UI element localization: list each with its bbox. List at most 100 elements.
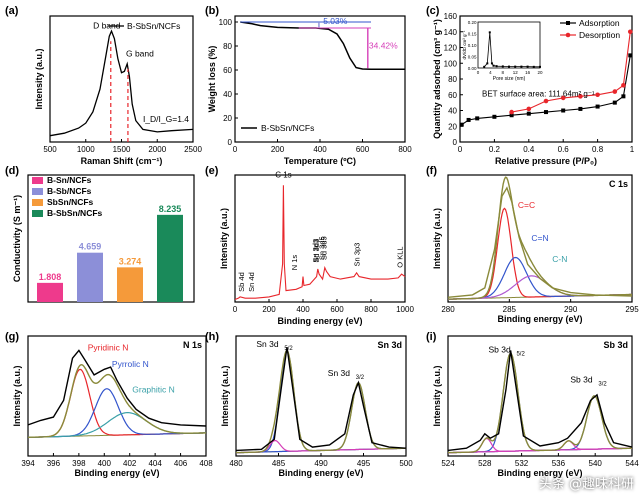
inset-y-label: dV/dD cm³ g⁻¹ xyxy=(462,30,467,59)
inset-x-tick-label: 12 xyxy=(513,70,519,75)
x-tick-label: 536 xyxy=(552,459,566,468)
bar-4 xyxy=(157,214,183,302)
peak-label: Sn 3p3 xyxy=(353,243,362,267)
y-axis-label: Intensity (a.u.) xyxy=(12,365,22,426)
y-tick-label: 60 xyxy=(448,91,457,100)
inset-point xyxy=(526,65,529,68)
inset-point xyxy=(514,65,517,68)
x-tick-label: 280 xyxy=(441,305,455,314)
y-tick-label: 160 xyxy=(444,12,458,21)
y-axis-label: Intensity (a.u.) xyxy=(219,208,229,269)
inset-y-tick-label: 0.10 xyxy=(468,43,477,48)
peak-label: Sn 4d xyxy=(247,272,256,292)
desorption-point xyxy=(543,98,549,104)
legend-marker xyxy=(565,32,571,38)
x-tick-label: 495 xyxy=(357,459,371,468)
fit-envelope xyxy=(235,349,406,454)
x-tick-label: 0 xyxy=(233,145,238,154)
component-label: Graphitic N xyxy=(132,385,175,395)
inset-point xyxy=(490,62,493,65)
adsorption-point xyxy=(466,117,471,122)
y-tick-label: 0 xyxy=(228,138,233,147)
desorption-point xyxy=(627,29,633,35)
component-label: C-N xyxy=(552,254,567,264)
x-tick-label: 2500 xyxy=(184,145,202,154)
inset-x-tick-label: 8 xyxy=(502,70,505,75)
bar-value-label: 1.808 xyxy=(39,272,62,282)
desorption-point xyxy=(595,92,600,98)
x-tick-label: 1500 xyxy=(113,145,131,154)
inset-point xyxy=(486,62,489,65)
legend-label: B-Sn/NCFs xyxy=(47,175,92,185)
inset-x-tick-label: 4 xyxy=(489,70,492,75)
legend-label: Adsorption xyxy=(579,18,620,28)
x-tick-label: 200 xyxy=(271,145,285,154)
y-axis-label: Intensity (a.u.) xyxy=(432,365,442,426)
x-axis-label: Raman Shift (cm⁻¹) xyxy=(81,156,163,166)
y-axis-label: Quantity adsorbed (cm³ g⁻¹) xyxy=(432,19,442,139)
inset-point xyxy=(508,65,510,68)
plot-frame xyxy=(447,174,633,303)
adsorption-point xyxy=(595,104,600,109)
panel-title: C 1s xyxy=(609,179,628,189)
survey-line xyxy=(234,185,406,301)
bar-1 xyxy=(37,282,63,302)
x-tick-label: 540 xyxy=(589,459,603,468)
plot-frame xyxy=(447,335,633,457)
d-band-label: D band xyxy=(93,21,121,31)
bar-value-label: 4.659 xyxy=(79,242,102,252)
panel-label: (i) xyxy=(426,331,437,343)
x-axis-label: Binding energy (eV) xyxy=(497,314,582,324)
component-2 xyxy=(28,388,206,438)
y-tick-label: 80 xyxy=(448,75,457,84)
component-label: Pyrrolic N xyxy=(112,359,149,369)
desorption-point xyxy=(526,106,532,112)
inset-y-tick-label: 0.00 xyxy=(468,66,477,71)
legend-label: B-SbSn/NCFs xyxy=(47,208,103,218)
bar-value-label: 8.235 xyxy=(159,204,182,214)
x-tick-label: 404 xyxy=(148,459,162,468)
legend-label: B-Sb/NCFs xyxy=(47,186,92,196)
x-tick-label: 408 xyxy=(199,459,213,468)
raw-line xyxy=(447,350,633,452)
panel-a: 500 1000 1500 2000 2500 D band G band I_D/I_G=1… xyxy=(5,5,202,166)
adsorption-point xyxy=(526,111,531,116)
desorption-point xyxy=(621,83,626,88)
x-axis-label: Relative pressure (P/P₀) xyxy=(495,156,597,166)
panel-title: Sn 3d xyxy=(377,340,402,350)
legend-label: Desorption xyxy=(579,30,620,40)
plot-frame xyxy=(234,174,406,303)
inset-y-tick-label: 0.05 xyxy=(468,55,477,60)
inset-point xyxy=(488,31,491,34)
component-2 xyxy=(235,382,406,454)
peak-label: N 1s xyxy=(290,255,299,271)
x-tick-label: 544 xyxy=(625,459,639,468)
peak-label: C 1s xyxy=(275,171,291,180)
inset-point xyxy=(483,65,486,68)
x-axis-label: Binding energy (eV) xyxy=(278,468,363,478)
inset-x-tick-label: 20 xyxy=(537,70,543,75)
panel-label: (a) xyxy=(5,5,19,17)
x-tick-label: 1 xyxy=(630,145,635,154)
adsorption-point xyxy=(621,94,626,99)
adsorption-point xyxy=(475,116,480,121)
fit-envelope xyxy=(28,363,206,438)
component-label-sub: 3/2 xyxy=(356,375,365,381)
x-tick-label: 500 xyxy=(399,459,413,468)
x-tick-label: 800 xyxy=(364,305,378,314)
panel-f: 280 285 290 295 C 1s C=C C=N C-N Binding energy … xyxy=(426,165,639,324)
y-axis-label: Conductivity (S m⁻¹) xyxy=(12,195,22,282)
y-tick-label: 40 xyxy=(448,107,457,116)
component-1 xyxy=(447,352,633,454)
x-tick-label: 398 xyxy=(72,459,86,468)
adsorption-point xyxy=(612,100,617,105)
legend-swatch xyxy=(32,177,43,184)
panel-label: (h) xyxy=(205,331,219,343)
component-label-sub: 3/2 xyxy=(598,382,607,388)
adsorption-point xyxy=(509,113,514,118)
adsorption-point xyxy=(544,110,548,115)
x-axis-label: Temperature (ºC) xyxy=(284,156,356,166)
x-tick-label: 1000 xyxy=(77,145,95,154)
x-tick-label: 0 xyxy=(233,305,238,314)
y-tick-label: 20 xyxy=(448,122,457,131)
